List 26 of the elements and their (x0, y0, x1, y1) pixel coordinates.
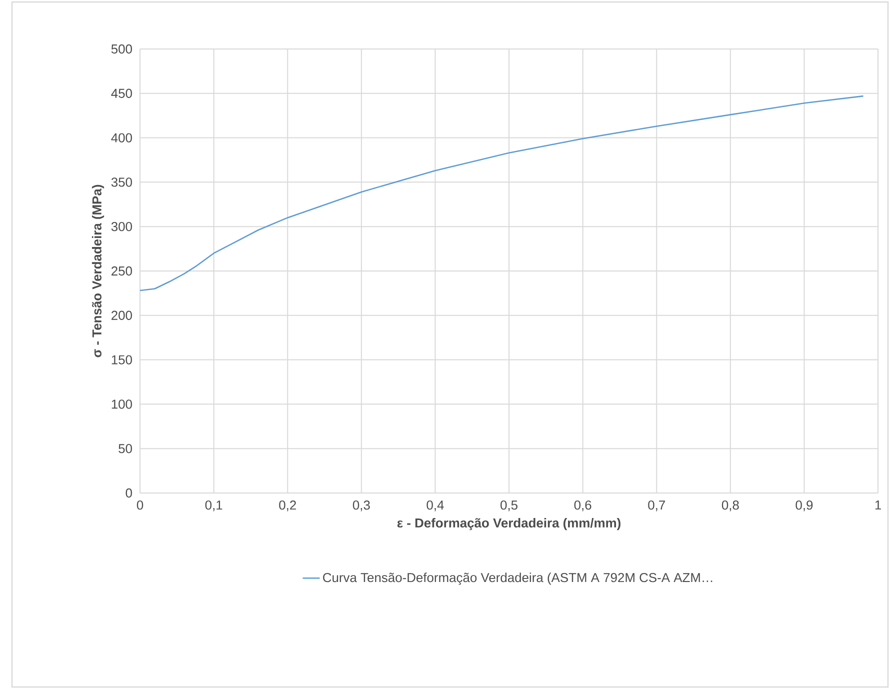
y-tick-label: 150 (112, 355, 132, 364)
legend-label: Curva Tensão-Deformação Verdadeira (ASTM A 792M CS-A AZM… (323, 572, 712, 585)
x-tick-label: 0,7 (648, 500, 665, 512)
x-tick-label: 0,3 (352, 500, 370, 512)
y-tick-label: 450 (111, 88, 132, 98)
x-tick-label: 0,5 (500, 500, 518, 512)
x-tick-label: 0,9 (796, 500, 813, 512)
x-tick-label: 0,1 (205, 500, 222, 512)
y-tick-label: 0 (126, 488, 132, 498)
y-tick-label: 400 (111, 133, 132, 142)
x-tick-label: 0,2 (279, 500, 296, 512)
x-tick-label: 0,8 (722, 500, 739, 512)
y-tick-label: 250 (112, 266, 132, 276)
x-axis-title: ε - Deformação Verdadeira (mm/mm) (397, 518, 620, 530)
line-series (139, 95, 864, 292)
y-tick-label: 100 (112, 400, 132, 409)
x-tick-label: 0 (136, 500, 144, 510)
y-tick-label: 200 (112, 310, 132, 320)
x-tick-label: 1 (875, 500, 881, 510)
y-axis-title: σ - Tensão Verdadeira (MPa) (92, 184, 104, 358)
x-tick-label: 0,6 (574, 500, 592, 512)
y-tick-label: 500 (111, 44, 132, 54)
y-tick-label: 50 (118, 444, 132, 454)
y-tick-label: 350 (111, 178, 132, 187)
y-tick-label: 300 (111, 222, 132, 232)
x-tick-label: 0,4 (426, 500, 444, 512)
